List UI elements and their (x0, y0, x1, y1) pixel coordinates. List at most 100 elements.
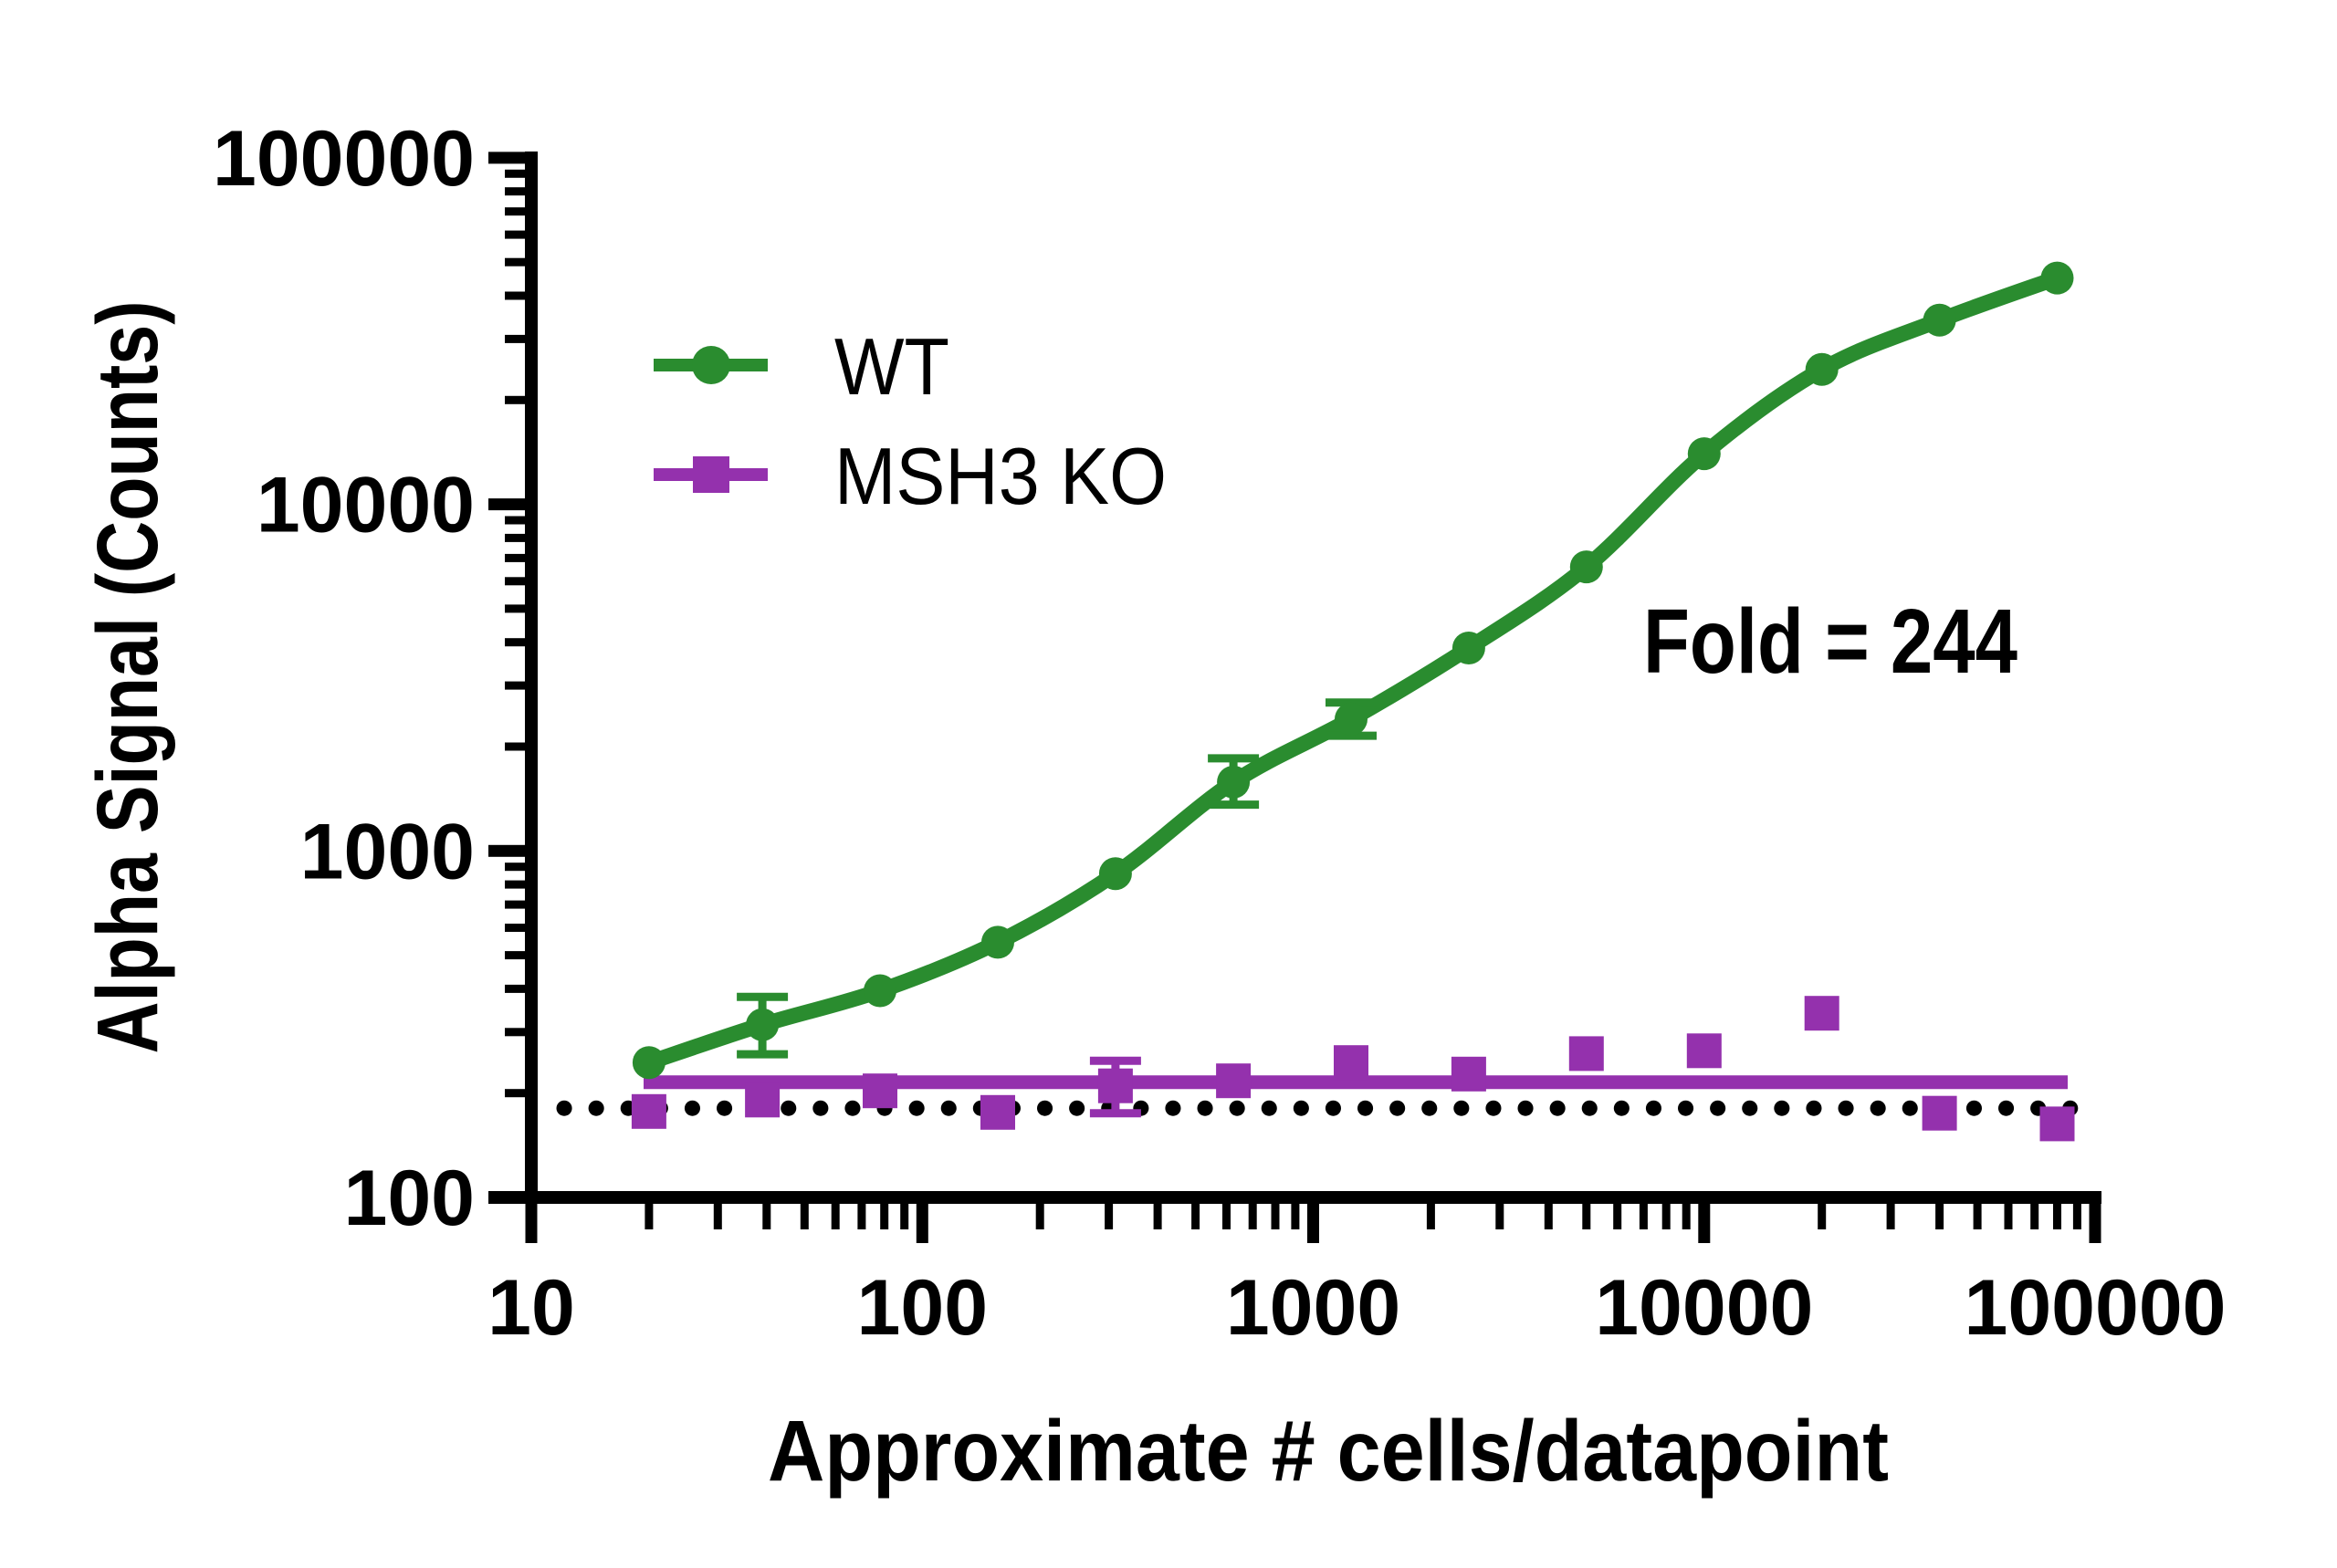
x-minor-tick (1248, 1197, 1257, 1229)
wt-point (2040, 261, 2074, 295)
x-minor-tick (800, 1197, 809, 1229)
x-tick-label: 100 (857, 1264, 989, 1352)
ko-point (1334, 1045, 1368, 1081)
wt-point (632, 1046, 665, 1080)
x-minor-tick (1582, 1197, 1591, 1229)
ko-point (1451, 1056, 1486, 1092)
legend-ko-label: MSH3 KO (834, 431, 1167, 521)
wt-point (1923, 303, 1956, 337)
ko-point (1568, 1036, 1604, 1071)
legend-wt-label: WT (834, 321, 949, 412)
ko-point (980, 1094, 1015, 1130)
legend-wt-circle-icon (692, 346, 730, 384)
y-minor-tick (505, 862, 531, 872)
x-minor-tick (1191, 1197, 1200, 1229)
y-minor-tick (505, 533, 531, 542)
y-minor-tick (505, 638, 531, 647)
y-minor-tick (505, 1089, 531, 1098)
y-major-tick (488, 844, 531, 857)
ko-point (745, 1082, 781, 1118)
x-minor-tick (2053, 1197, 2061, 1229)
x-minor-tick (1271, 1197, 1280, 1229)
x-minor-tick (645, 1197, 654, 1229)
x-axis-line (488, 1191, 2101, 1204)
x-axis-ticks (525, 1197, 2101, 1243)
wt-point (746, 1008, 780, 1041)
wt-point (1451, 632, 1485, 664)
y-minor-tick (505, 257, 531, 267)
x-minor-tick (1105, 1197, 1114, 1229)
x-minor-tick (1661, 1197, 1671, 1229)
y-axis-ticks (488, 152, 531, 1204)
x-minor-tick (1426, 1197, 1435, 1229)
x-minor-tick (1613, 1197, 1622, 1229)
x-major-tick (525, 1197, 538, 1243)
y-tick-label: 100000 (213, 115, 475, 203)
x-minor-tick (857, 1197, 866, 1229)
x-minor-tick (1153, 1197, 1162, 1229)
ko-point (631, 1093, 666, 1129)
wt-point (1805, 352, 1839, 386)
x-major-tick (2089, 1197, 2101, 1243)
x-minor-tick (1222, 1197, 1231, 1229)
x-minor-tick (1291, 1197, 1300, 1229)
x-minor-tick (1495, 1197, 1504, 1229)
legend-ko-square-icon (693, 456, 729, 493)
ko-point (1686, 1033, 1722, 1069)
x-minor-tick (1973, 1197, 1982, 1229)
wt-point (1098, 857, 1132, 891)
ko-point (2039, 1106, 2075, 1142)
x-minor-tick (831, 1197, 840, 1229)
ko-data-points (631, 996, 2075, 1142)
y-major-tick (488, 152, 531, 164)
x-major-tick (916, 1197, 928, 1243)
wt-point (1217, 765, 1251, 799)
y-tick-label: 1000 (300, 808, 475, 895)
y-minor-tick (505, 553, 531, 562)
ko-point (1097, 1068, 1133, 1103)
x-major-tick (1698, 1197, 1711, 1243)
x-minor-tick (1935, 1197, 1944, 1229)
y-minor-tick (505, 334, 531, 343)
x-minor-tick (880, 1197, 889, 1229)
ko-point (863, 1073, 897, 1109)
y-minor-tick (505, 207, 531, 216)
y-minor-tick (505, 516, 531, 525)
y-minor-tick (505, 187, 531, 196)
y-tick-label: 100 (344, 1155, 476, 1242)
y-minor-tick (505, 395, 531, 404)
x-tick-label: 10000 (1595, 1264, 1813, 1352)
x-minor-tick (1682, 1197, 1691, 1229)
ko-point (1922, 1095, 1957, 1131)
ko-point (1804, 996, 1839, 1031)
y-minor-tick (505, 577, 531, 586)
x-minor-tick (1818, 1197, 1827, 1229)
x-axis-title: Approximate # cells/datapoint (768, 1403, 1889, 1500)
y-major-tick (488, 498, 531, 511)
y-minor-tick (505, 230, 531, 239)
y-minor-tick (505, 924, 531, 932)
x-minor-tick (762, 1197, 771, 1229)
y-minor-tick (505, 1028, 531, 1037)
x-minor-tick (1035, 1197, 1044, 1229)
wt-data-points (632, 261, 2074, 1080)
x-tick-label: 1000 (1226, 1264, 1400, 1352)
y-minor-tick (505, 900, 531, 909)
y-minor-tick (505, 951, 531, 960)
x-minor-tick (1544, 1197, 1553, 1229)
ko-point (1216, 1063, 1252, 1099)
y-minor-tick (505, 604, 531, 613)
y-tick-label: 10000 (257, 462, 475, 549)
y-minor-tick (505, 984, 531, 993)
y-minor-tick (505, 880, 531, 889)
x-tick-label: 10 (487, 1264, 575, 1352)
x-minor-tick (900, 1197, 909, 1229)
x-axis-tick-labels: 10 100 1000 10000 100000 (487, 1264, 2226, 1352)
y-minor-tick (505, 681, 531, 690)
y-axis-tick-labels: 100 1000 10000 100000 (213, 115, 475, 1242)
y-minor-tick (505, 169, 531, 178)
x-tick-label: 100000 (1965, 1264, 2227, 1352)
x-minor-tick (2004, 1197, 2013, 1229)
y-minor-tick (505, 291, 531, 300)
